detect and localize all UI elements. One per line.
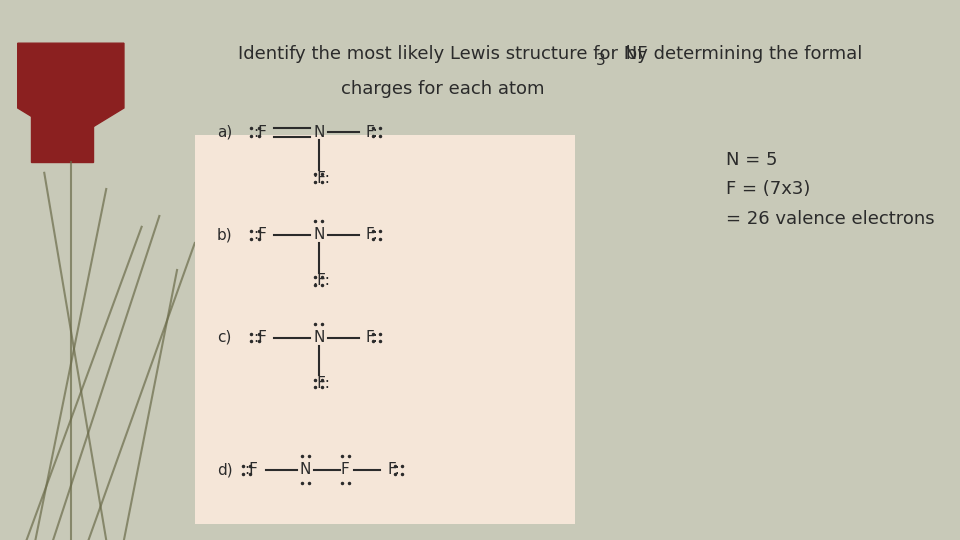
Text: :F: :F	[253, 125, 267, 140]
Text: F:: F:	[366, 227, 378, 242]
Text: :F:: :F:	[312, 376, 330, 391]
Text: :F: :F	[245, 462, 258, 477]
Text: N: N	[300, 462, 311, 477]
Text: d): d)	[217, 462, 232, 477]
Text: 3: 3	[595, 53, 605, 68]
Text: F: F	[341, 462, 349, 477]
Bar	[195, 135, 575, 524]
Polygon shape	[17, 43, 124, 140]
Text: by determining the formal: by determining the formal	[620, 45, 862, 63]
Text: charges for each atom: charges for each atom	[341, 80, 544, 98]
Text: :F:: :F:	[312, 171, 330, 186]
Text: a): a)	[217, 125, 232, 140]
Text: c): c)	[217, 330, 231, 345]
Text: F:: F:	[366, 330, 378, 345]
FancyArrow shape	[31, 97, 93, 162]
Text: :F:: :F:	[312, 273, 330, 288]
Text: N: N	[313, 125, 324, 140]
Text: :F: :F	[253, 330, 267, 345]
Text: F:: F:	[366, 125, 378, 140]
Text: N = 5
F = (7x3)
= 26 valence electrons: N = 5 F = (7x3) = 26 valence electrons	[726, 151, 935, 227]
Text: b): b)	[217, 227, 232, 242]
Text: N: N	[313, 330, 324, 345]
Text: F:: F:	[388, 462, 400, 477]
Text: Identify the most likely Lewis structure for NF: Identify the most likely Lewis structure…	[238, 45, 647, 63]
Text: :F: :F	[253, 227, 267, 242]
Text: N: N	[313, 227, 324, 242]
